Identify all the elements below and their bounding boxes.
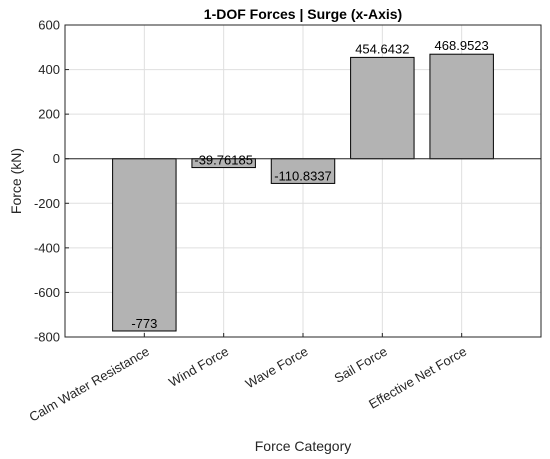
- y-tick-label: 0: [53, 151, 60, 166]
- bar-series: [112, 53, 494, 332]
- x-tick-label: Sail Force: [332, 344, 390, 386]
- bar: [270, 158, 336, 184]
- y-tick-label: -800: [34, 330, 60, 345]
- bar-value-label: -773: [131, 316, 157, 331]
- y-axis-ticks: -800 -600 -400 -200 0 200 400 600: [34, 18, 69, 345]
- y-axis-title: Force (kN): [8, 148, 24, 214]
- y-tick-label: 600: [38, 18, 60, 33]
- chart-title: 1-DOF Forces | Surge (x-Axis): [204, 6, 402, 22]
- x-tick-label: Wind Force: [166, 344, 231, 390]
- bar-value-label: -110.8337: [274, 168, 332, 183]
- y-tick-label: 200: [38, 107, 60, 122]
- bar: [112, 158, 177, 332]
- x-tick-label: Wave Force: [243, 344, 311, 392]
- bar-value-label: 454.6432: [355, 41, 409, 56]
- x-axis-title: Force Category: [255, 438, 351, 454]
- data-labels: -773 -39.76185 -110.8337 454.6432 468.9523: [131, 38, 488, 331]
- y-tick-label: 400: [38, 62, 60, 77]
- y-tick-label: -600: [34, 285, 60, 300]
- y-tick-label: -200: [34, 196, 60, 211]
- bar-value-label: -39.76185: [194, 153, 253, 168]
- bar: [350, 56, 415, 160]
- bar-value-label: 468.9523: [435, 38, 489, 53]
- bar: [429, 53, 494, 160]
- y-tick-label: -400: [34, 240, 60, 255]
- x-axis-ticks: Calm Water Resistance Wind Force Wave Forc…: [26, 333, 469, 425]
- x-tick-label: Calm Water Resistance: [26, 344, 151, 425]
